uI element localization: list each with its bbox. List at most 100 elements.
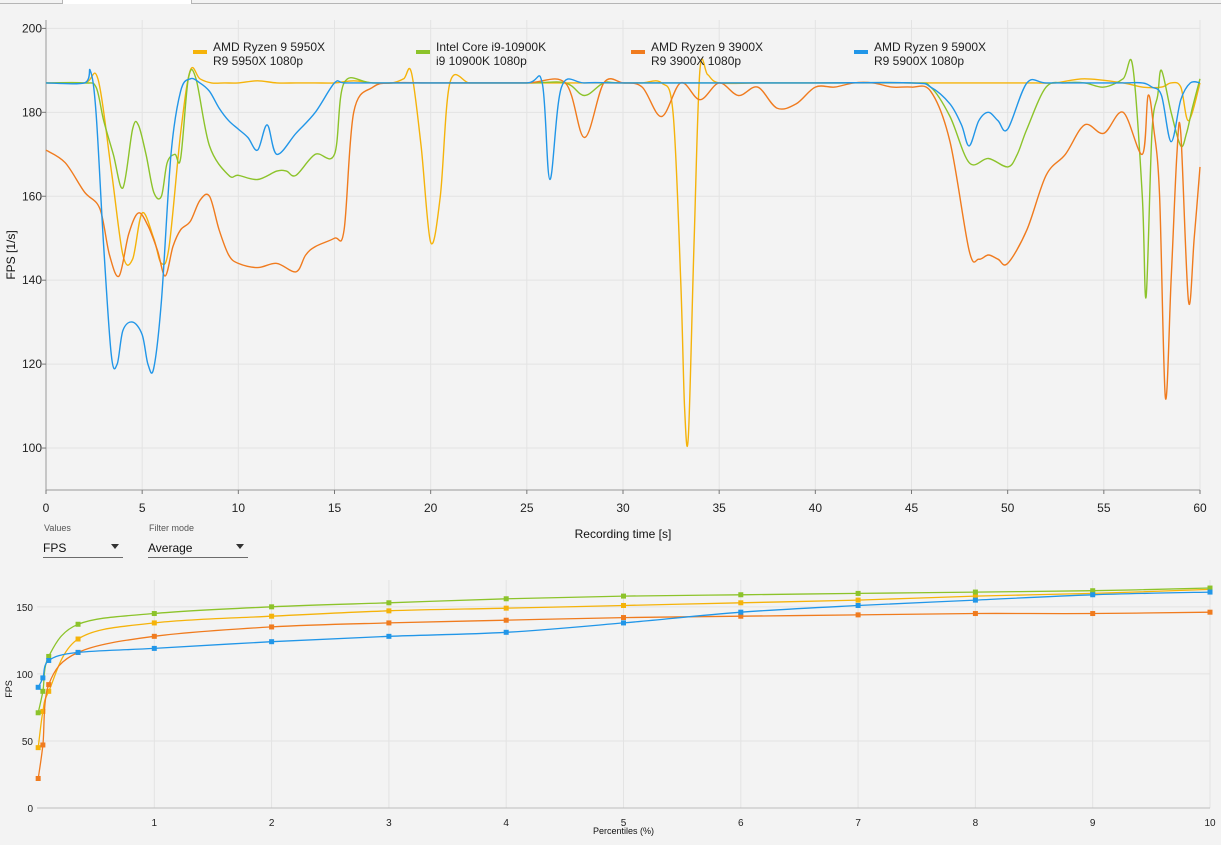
y-tick-label: 100: [22, 441, 42, 455]
y-axis-title: FPS: [4, 680, 14, 698]
filter-mode-select[interactable]: Average: [148, 539, 248, 558]
data-point: [738, 600, 744, 606]
data-point: [46, 653, 52, 659]
data-point: [1090, 592, 1096, 598]
data-point: [35, 775, 41, 781]
x-tick-label: 9: [1090, 818, 1096, 829]
data-point: [1207, 589, 1213, 595]
data-point: [738, 592, 744, 598]
tab-active[interactable]: [62, 0, 192, 4]
x-tick-label: 5: [621, 818, 627, 829]
x-axis-title: Percentiles (%): [593, 826, 654, 836]
data-point: [972, 589, 978, 595]
y-tick-label: 150: [16, 603, 33, 614]
data-point: [40, 688, 46, 694]
data-point: [75, 636, 81, 642]
chevron-down-icon: [236, 544, 244, 549]
data-point: [269, 613, 275, 619]
data-point: [855, 602, 861, 608]
legend-sublabel: R9 3900X 1080p: [651, 54, 741, 68]
data-point: [386, 600, 392, 606]
data-point: [386, 620, 392, 626]
data-point: [621, 593, 626, 599]
data-point: [621, 602, 626, 608]
data-point: [75, 621, 81, 627]
data-point: [855, 612, 861, 618]
data-point: [269, 624, 275, 630]
legend-swatch: [416, 50, 430, 54]
x-tick-label: 7: [855, 818, 861, 829]
x-tick-label: 6: [738, 818, 744, 829]
legend-swatch: [631, 50, 645, 54]
x-tick-label: 5: [139, 501, 146, 515]
legend-sublabel: R9 5900X 1080p: [874, 54, 964, 68]
data-point: [151, 611, 157, 617]
data-point: [738, 609, 744, 615]
x-tick-label: 55: [1097, 501, 1111, 515]
data-point: [75, 649, 81, 655]
x-tick-label: 35: [712, 501, 726, 515]
x-tick-label: 2: [269, 818, 275, 829]
x-tick-label: 4: [503, 818, 509, 829]
x-tick-label: 15: [328, 501, 342, 515]
data-point: [35, 745, 41, 751]
x-tick-label: 10: [1204, 818, 1216, 829]
data-point: [738, 613, 744, 619]
y-tick-label: 180: [22, 105, 42, 119]
data-point: [269, 604, 275, 610]
x-tick-label: 45: [905, 501, 919, 515]
x-tick-label: 10: [232, 501, 246, 515]
filter-mode-selected-value: Average: [148, 541, 193, 555]
data-point: [40, 742, 46, 748]
x-tick-label: 25: [520, 501, 534, 515]
series-line-3: [37, 611, 1211, 779]
data-point: [503, 596, 509, 602]
data-point: [40, 675, 46, 681]
x-tick-label: 30: [616, 501, 630, 515]
legend-label: Intel Core i9-10900K: [436, 40, 546, 54]
data-point: [503, 605, 509, 611]
x-tick-label: 40: [809, 501, 823, 515]
data-point: [151, 645, 157, 651]
values-select[interactable]: FPS: [43, 539, 123, 558]
legend-label: AMD Ryzen 9 5900X: [874, 40, 986, 54]
data-point: [40, 708, 46, 714]
legend-swatch: [193, 50, 207, 54]
legend-sublabel: i9 10900K 1080p: [436, 54, 527, 68]
legend-label: AMD Ryzen 9 5950X: [213, 40, 325, 54]
data-point: [621, 615, 626, 621]
tab-strip: [0, 0, 1221, 4]
series-line-4: [45, 68, 1201, 374]
legend-label: AMD Ryzen 9 3900X: [651, 40, 763, 54]
data-point: [1090, 611, 1096, 617]
data-point: [46, 657, 52, 663]
x-tick-label: 1: [152, 818, 158, 829]
x-tick-label: 50: [1001, 501, 1015, 515]
filter-mode-label: Filter mode: [149, 523, 195, 533]
x-tick-label: 3: [386, 818, 392, 829]
data-point: [1207, 609, 1213, 615]
legend-sublabel: R9 5950X 1080p: [213, 54, 303, 68]
data-point: [621, 620, 626, 626]
data-point: [46, 682, 52, 688]
x-tick-label: 60: [1193, 501, 1207, 515]
data-point: [972, 593, 978, 599]
x-tick-label: 0: [43, 501, 50, 515]
y-tick-label: 50: [22, 737, 34, 748]
chevron-down-icon: [111, 544, 119, 549]
data-point: [503, 617, 509, 623]
data-point: [46, 688, 52, 694]
legend-swatch: [854, 50, 868, 54]
data-point: [1090, 588, 1096, 594]
y-tick-label: 0: [27, 804, 33, 815]
data-point: [1207, 585, 1213, 591]
data-point: [972, 597, 978, 603]
data-point: [35, 684, 41, 690]
x-tick-label: 20: [424, 501, 438, 515]
x-tick-label: 8: [973, 818, 979, 829]
y-tick-label: 120: [22, 357, 42, 371]
y-tick-label: 100: [16, 670, 33, 681]
x-axis-title: Recording time [s]: [575, 527, 672, 541]
y-tick-label: 140: [22, 273, 42, 287]
